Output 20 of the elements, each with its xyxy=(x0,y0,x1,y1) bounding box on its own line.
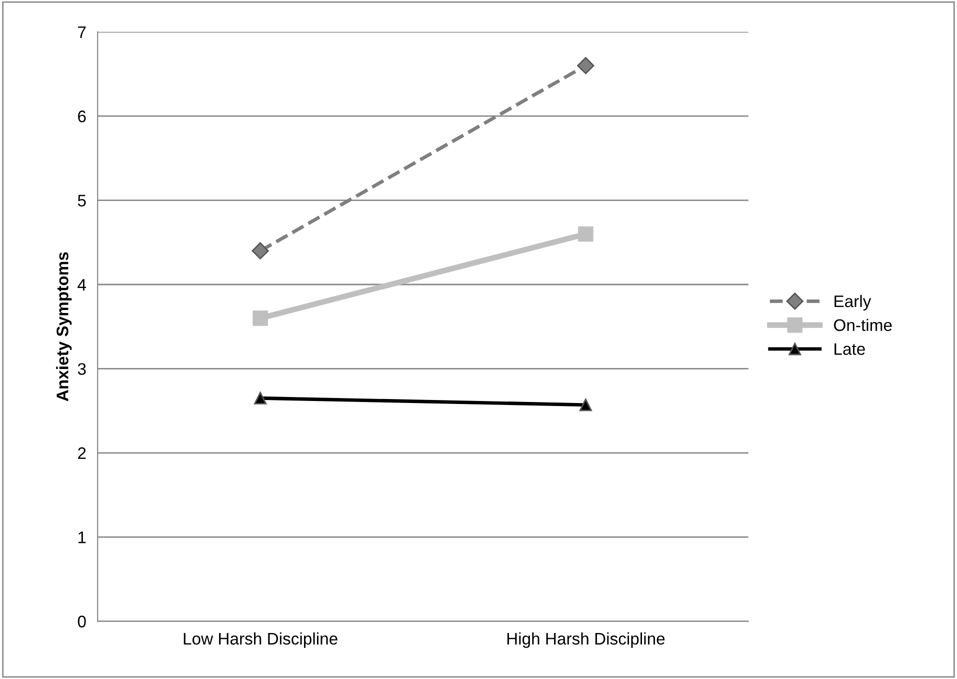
legend-label: Early xyxy=(834,294,872,310)
legend-label: On-time xyxy=(834,318,892,332)
y-axis-title: Anxiety Symptoms xyxy=(56,252,72,402)
y-tick-label: 4 xyxy=(78,279,86,291)
point xyxy=(252,242,269,260)
legend-label: Late xyxy=(834,343,865,355)
y-tick-label: 6 xyxy=(78,110,86,122)
point xyxy=(252,310,268,326)
point xyxy=(254,392,267,404)
y-tick-label: 3 xyxy=(78,363,86,375)
y-tick-label: 2 xyxy=(78,447,86,459)
y-tick-label: 0 xyxy=(78,616,86,628)
y-tick-label: 1 xyxy=(78,532,86,544)
y-tick-label: 7 xyxy=(78,26,86,38)
point xyxy=(579,398,592,412)
x-tick-label: High Harsh Discipline xyxy=(507,632,665,648)
point xyxy=(577,57,594,74)
point xyxy=(578,226,594,242)
y-tick-label: 5 xyxy=(78,194,86,207)
x-tick-label: Low Harsh Discipline xyxy=(184,632,338,648)
